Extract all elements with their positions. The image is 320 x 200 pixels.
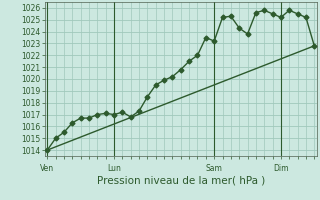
X-axis label: Pression niveau de la mer( hPa ): Pression niveau de la mer( hPa ) bbox=[97, 175, 265, 185]
